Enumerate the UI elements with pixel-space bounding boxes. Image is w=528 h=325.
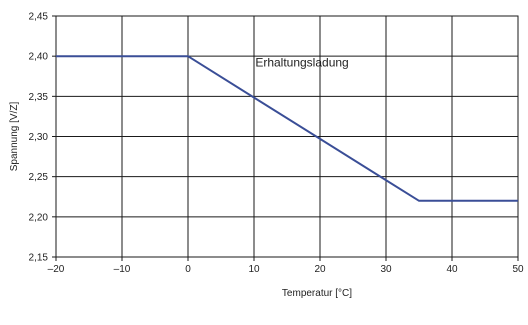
annotations: Erhaltungsladung bbox=[255, 56, 348, 70]
x-tick-label: –10 bbox=[114, 264, 131, 275]
grid bbox=[55, 15, 519, 258]
y-tick-label: 2,25 bbox=[29, 172, 49, 183]
y-tick-label: 2,45 bbox=[29, 12, 49, 23]
y-tick-label: 2,15 bbox=[29, 253, 49, 264]
x-tick-label: 20 bbox=[314, 264, 326, 275]
series bbox=[56, 55, 518, 202]
x-axis-label: Temperatur [°C] bbox=[282, 288, 352, 299]
y-tick-label: 2,30 bbox=[29, 132, 49, 143]
y-tick-label: 2,35 bbox=[29, 92, 49, 103]
x-tick-label: 0 bbox=[185, 264, 191, 275]
x-tick-label: –20 bbox=[48, 264, 65, 275]
y-axis-ticks: 2,15 2,20 2,25 2,30 2,35 2,40 2,45 bbox=[29, 12, 56, 264]
annotation-label: Erhaltungsladung bbox=[255, 56, 348, 70]
x-axis-ticks: –20 –10 0 10 20 30 40 50 bbox=[48, 257, 524, 275]
y-tick-label: 2,20 bbox=[29, 212, 49, 223]
y-axis-label: Spannung [V/Z] bbox=[9, 102, 20, 172]
x-tick-label: 50 bbox=[512, 264, 524, 275]
x-tick-label: 30 bbox=[380, 264, 392, 275]
y-tick-label: 2,40 bbox=[29, 52, 49, 63]
x-tick-label: 10 bbox=[248, 264, 260, 275]
series-line bbox=[56, 55, 518, 202]
x-tick-label: 40 bbox=[446, 264, 458, 275]
